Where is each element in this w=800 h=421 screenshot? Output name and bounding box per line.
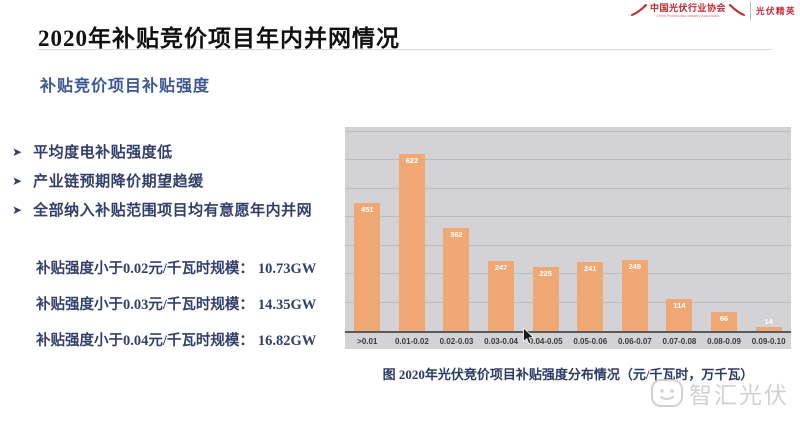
bar-value-label: 451 (361, 205, 374, 214)
bullet-list: ➤ 平均度电补贴强度低 ➤ 产业链预期降价期望趋缓 ➤ 全部纳入补贴范围项目均有… (12, 141, 312, 228)
bar-slot: 225 (523, 127, 568, 331)
bar-value-label: 66 (719, 314, 729, 323)
bar-0.01-0.02: 622 (398, 154, 425, 331)
stat-label: 补贴强度小于0.04元/千瓦时规模： (36, 333, 254, 349)
x-tick-label: 0.05-0.06 (573, 336, 608, 346)
bar-0.03-0.04: 247 (488, 261, 515, 331)
bar-slot: 14 (746, 127, 791, 331)
partner-brand-label: 光伏精英 (755, 6, 796, 16)
logo-divider (749, 2, 751, 20)
stat-line: 补贴强度小于0.04元/千瓦时规模： 16.82GW (36, 329, 316, 350)
bar-value-label: 114 (673, 301, 686, 310)
arrow-bullet-icon: ➤ (12, 174, 23, 188)
gridline (345, 245, 791, 246)
chart-x-labels: >0.01 0.01-0.02 0.02-0.03 0.03-0.04 0.04-0.0… (345, 333, 791, 349)
watermark-text: 智汇光伏 (689, 383, 789, 408)
stat-line: 补贴强度小于0.02元/千瓦时规模： 10.73GW (36, 257, 316, 278)
x-tick-label: >0.01 (357, 336, 378, 346)
bar-value-label: 225 (539, 269, 552, 278)
mouse-cursor (522, 327, 535, 351)
gridline (345, 302, 791, 303)
x-tick-label: 0.08-0.09 (707, 336, 741, 346)
arrow-bullet-icon: ➤ (12, 145, 23, 159)
bar-slot: 622 (390, 127, 435, 331)
list-item: ➤ 全部纳入补贴范围项目均有意愿年内并网 (12, 199, 313, 219)
chart-plot: 451 622 362 247 225 241 249 114 66 14 (345, 127, 791, 333)
bar-slot: 241 (568, 127, 613, 331)
cpia-logo: 中国光伏行业协会 China Photovoltaic Industry Ass… (630, 3, 745, 18)
watermark-logo-icon (651, 379, 683, 407)
bar-0.04-0.05: 225 (532, 267, 559, 331)
page-title: 2020年补贴竞价项目年内并网情况 (38, 26, 400, 51)
gridline (345, 159, 791, 160)
gridline (345, 273, 791, 274)
cpia-logo-swoosh-right-icon (728, 4, 745, 16)
bar-0.08-0.09: 66 (711, 312, 738, 331)
chart-caption: 图 2020年光伏竞价项目补贴强度分布情况（元/千瓦时，万千瓦） (382, 367, 754, 382)
stats-block: 补贴强度小于0.02元/千瓦时规模： 10.73GW 补贴强度小于0.03元/千瓦… (36, 257, 316, 365)
gridline (345, 216, 791, 217)
bar-slot: 249 (613, 127, 658, 331)
stat-value: 10.73GW (257, 261, 317, 277)
bar-slot: 362 (434, 127, 479, 331)
x-tick-label: 0.04-0.05 (528, 336, 563, 346)
list-item: ➤ 平均度电补贴强度低 (12, 141, 312, 161)
stat-label: 补贴强度小于0.03元/千瓦时规模： (36, 297, 254, 313)
x-tick-label: 0.03-0.04 (484, 336, 518, 346)
x-tick-label: 0.02-0.03 (439, 336, 474, 346)
chart-bars: 451 622 362 247 225 241 249 114 66 14 (345, 127, 791, 331)
arrow-bullet-icon: ➤ (12, 203, 23, 217)
x-tick-label: 0.06-0.07 (617, 336, 652, 346)
bar-slot: 114 (657, 127, 702, 331)
cpia-logo-subtitle: China Photovoltaic Industry Association (656, 12, 720, 18)
bar-0.06-0.07: 249 (621, 260, 648, 331)
bar-value-label: 362 (450, 230, 463, 239)
stat-line: 补贴强度小于0.03元/千瓦时规模： 14.35GW (36, 293, 316, 314)
bar-0.05-0.06: 241 (577, 262, 604, 331)
bar-0.02-0.03: 362 (443, 228, 470, 331)
cpia-logo-name: 中国光伏行业协会 (649, 3, 726, 14)
bullet-text: 产业链预期降价期望趋缓 (33, 174, 204, 190)
bar-slot: 66 (702, 127, 747, 331)
bar-chart: 451 622 362 247 225 241 249 114 66 14 >0.01 0.01-0… (345, 127, 791, 349)
gridline (345, 131, 791, 132)
x-tick-label: 0.07-0.08 (662, 336, 697, 346)
bar-value-label: 241 (584, 264, 597, 273)
bullet-text: 平均度电补贴强度低 (33, 145, 173, 161)
bar-slot: 451 (345, 127, 390, 331)
title-divider (38, 49, 772, 50)
stat-value: 16.82GW (257, 333, 317, 349)
bar-value-label: 14 (764, 317, 773, 326)
bar-value-label: 247 (494, 263, 508, 272)
list-item: ➤ 产业链预期降价期望趋缓 (12, 170, 312, 190)
bar->0.01: 451 (354, 203, 381, 331)
section-subtitle: 补贴竞价项目补贴强度 (40, 78, 211, 95)
stat-label: 补贴强度小于0.02元/千瓦时规模： (36, 261, 254, 277)
header-logos: 中国光伏行业协会 China Photovoltaic Industry Ass… (630, 2, 796, 20)
bar-0.09-0.10: 14 (755, 317, 782, 331)
bar-value-label: 622 (405, 156, 419, 165)
bar-slot: 247 (479, 127, 524, 331)
gridline (345, 188, 791, 189)
x-tick-label: 0.01-0.02 (394, 336, 429, 346)
x-tick-label: 0.09-0.10 (751, 336, 786, 346)
bar-value-label: 249 (628, 262, 642, 271)
bullet-text: 全部纳入补贴范围项目均有意愿年内并网 (33, 203, 313, 219)
cpia-logo-swoosh-left-icon (630, 4, 647, 16)
stat-value: 14.35GW (257, 297, 317, 313)
bar-0.07-0.08: 114 (666, 299, 693, 331)
watermark: 智汇光伏 (650, 376, 789, 410)
